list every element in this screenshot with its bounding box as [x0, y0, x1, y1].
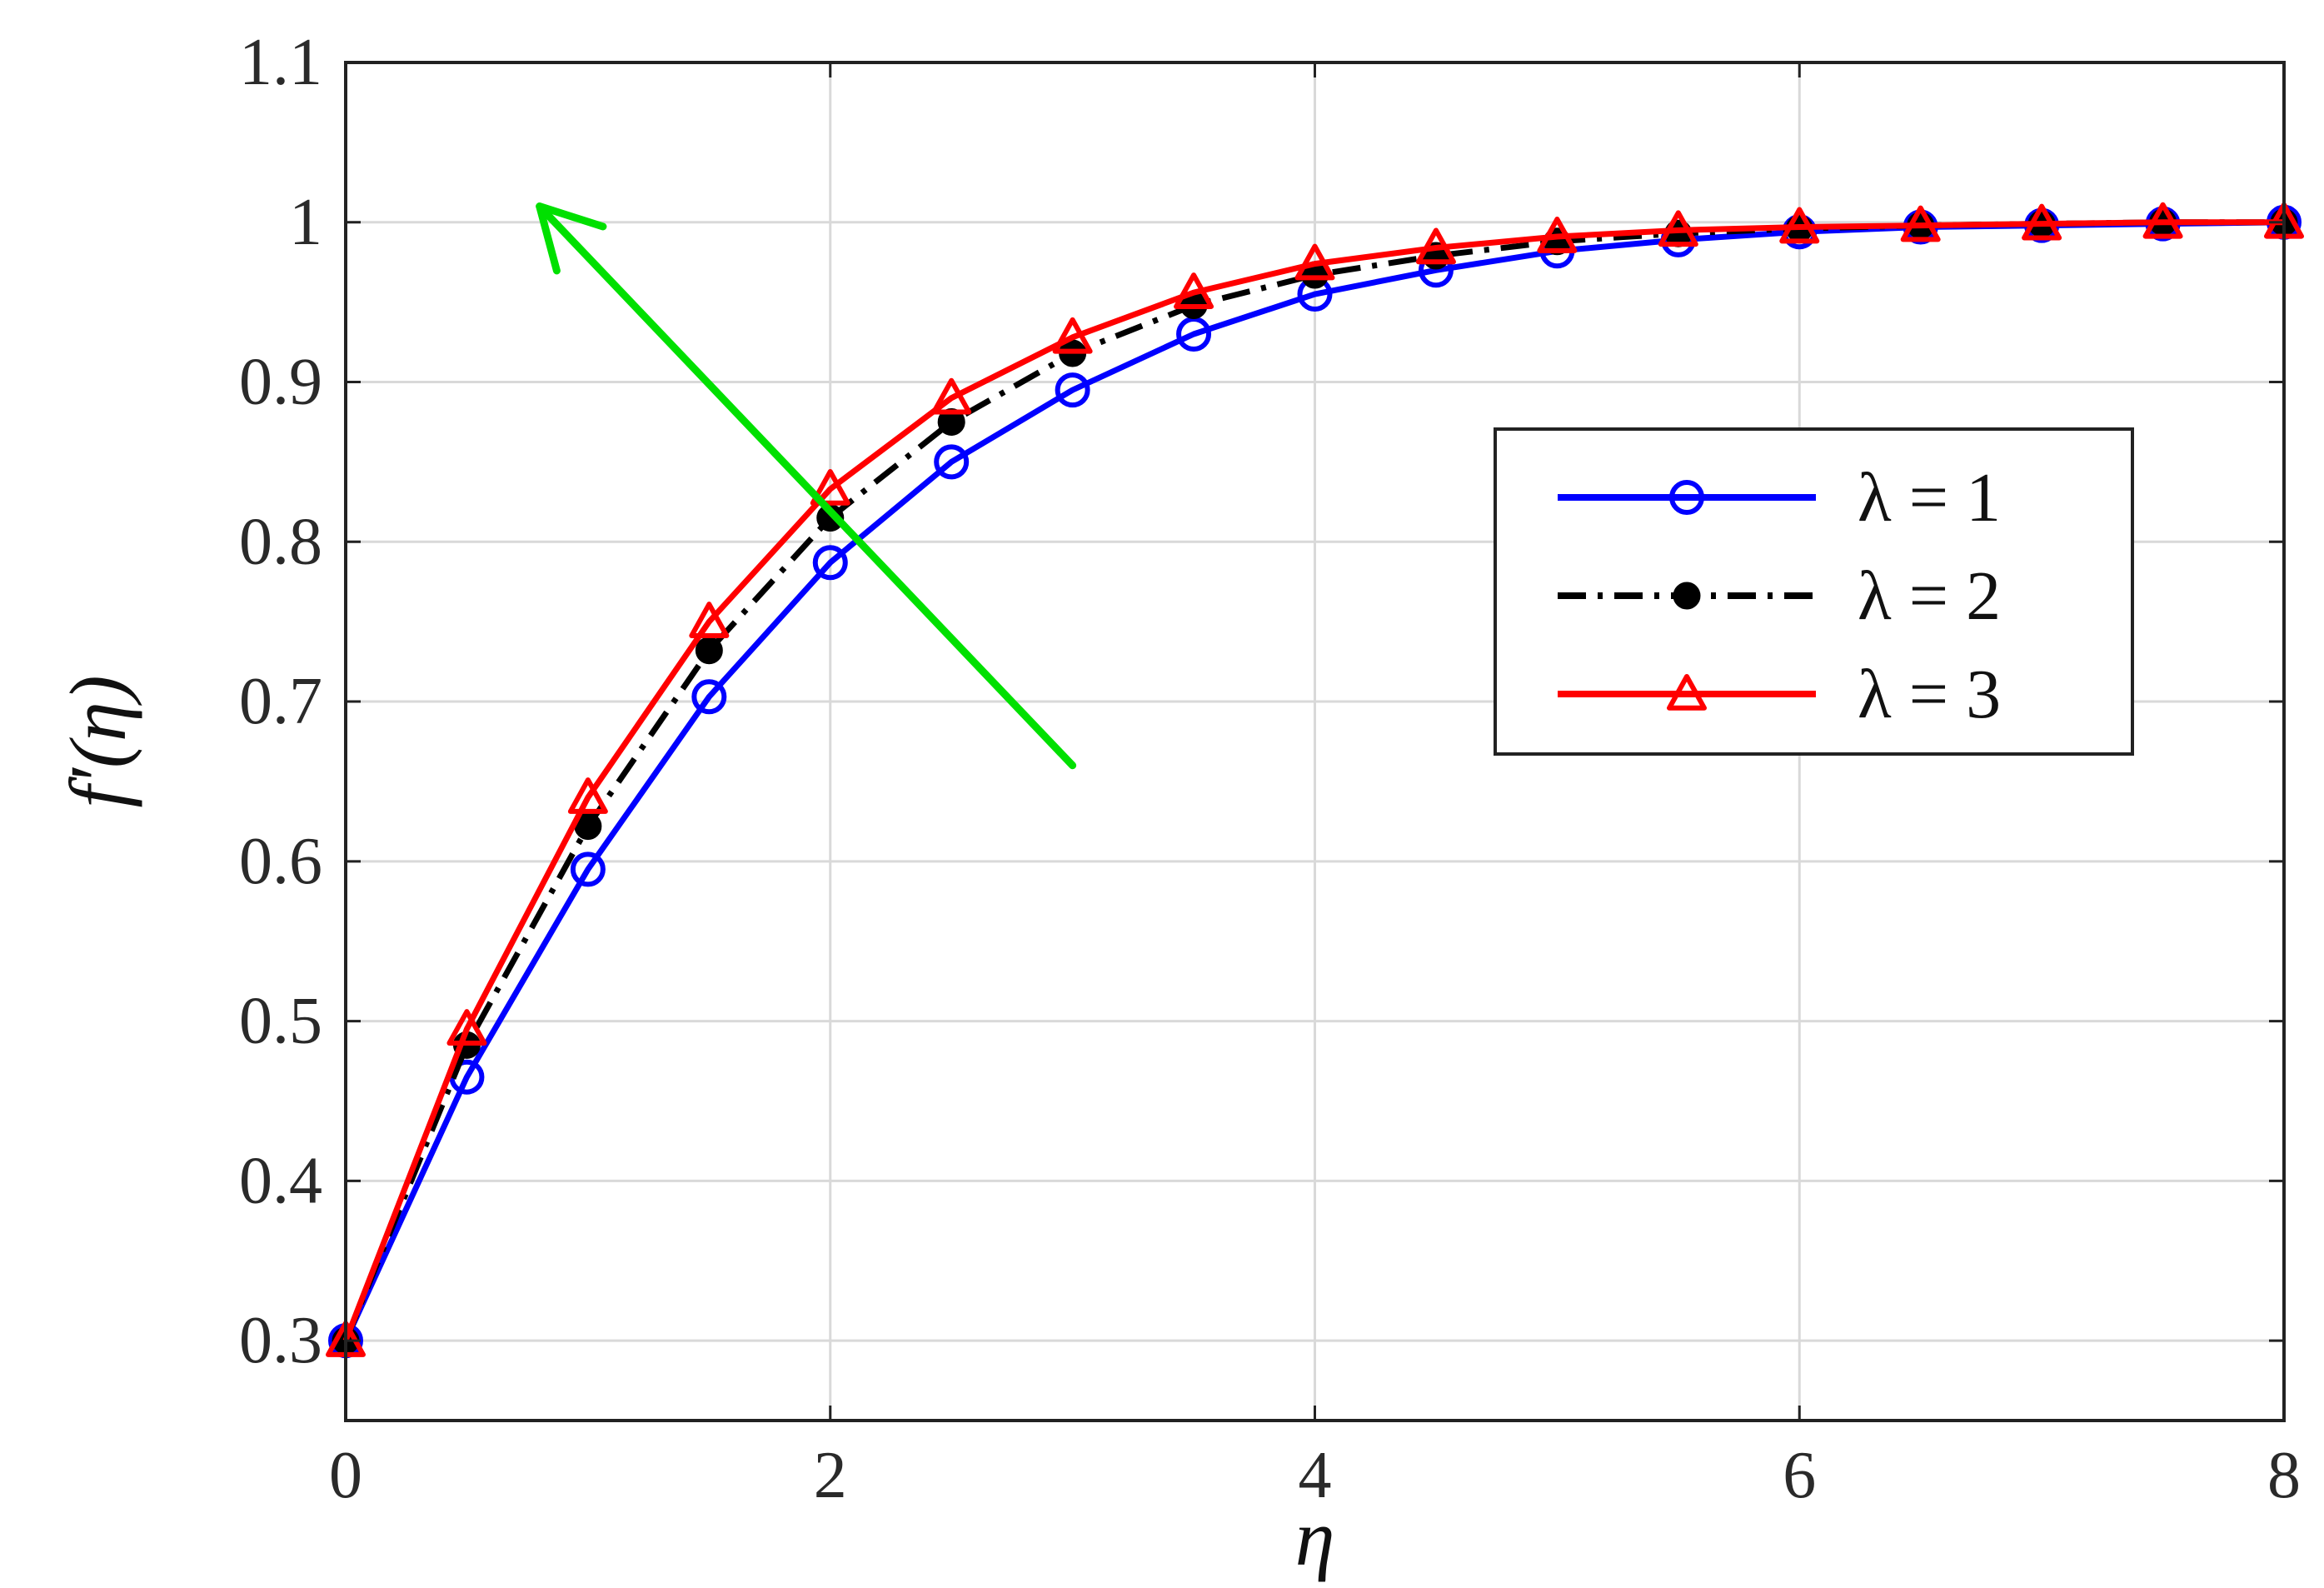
data-point	[446, 1009, 487, 1046]
legend-entry-2: λ = 2	[1558, 557, 2001, 635]
legend-label: λ = 3	[1858, 656, 2001, 733]
data-point	[1055, 372, 1090, 408]
data-point	[574, 812, 602, 841]
data-point	[689, 602, 730, 638]
x-tick-label: 2	[814, 1439, 847, 1512]
data-point	[812, 545, 848, 581]
data-point	[1779, 207, 1820, 244]
x-tick-label: 8	[2267, 1439, 2301, 1512]
tick-marks	[344, 61, 2286, 1421]
legend-box	[1494, 427, 2134, 756]
data-point	[1658, 210, 1698, 247]
y-tick-label: 0.7	[239, 665, 322, 738]
y-tick-label: 0.9	[239, 346, 322, 419]
data-point	[2022, 203, 2062, 241]
y-tick-label: 0.8	[239, 505, 322, 578]
data-point	[695, 637, 723, 665]
data-point	[1294, 243, 1335, 281]
y-tick-label: 1	[289, 186, 322, 259]
legend-entries: λ = 1 λ = 2 λ = 3	[1558, 459, 2001, 733]
y-axis-label: f′(η)	[53, 675, 142, 807]
data-point	[1174, 272, 1214, 309]
series-layer	[326, 202, 2304, 1359]
data-point	[810, 469, 850, 506]
data-point	[934, 444, 970, 480]
series-line	[342, 219, 2284, 1342]
x-tick-label: 6	[1783, 1439, 1816, 1512]
legend-marker	[1667, 674, 1707, 711]
y-tick-label: 1.1	[239, 26, 322, 99]
legend-entry-3: λ = 3	[1558, 656, 2001, 733]
data-point	[1415, 227, 1456, 265]
legend-marker	[1669, 480, 1704, 515]
legend-label: λ = 1	[1858, 459, 2001, 537]
data-point	[931, 377, 972, 415]
y-tick-label: 0.4	[239, 1144, 322, 1217]
series-3	[326, 202, 2304, 1357]
legend-label: λ = 2	[1858, 557, 2001, 635]
tick-labels: 0 2 4 6 8 0.3 0.4 0.5 0.6 0.7 0.8 0.9 1 1.1	[239, 26, 2301, 1512]
data-point	[691, 679, 727, 715]
y-tick-label: 0.6	[239, 825, 322, 898]
legend-marker	[1673, 582, 1701, 610]
data-point	[1537, 217, 1578, 253]
trend-arrow-shaft	[536, 202, 1077, 770]
y-tick-label: 0.3	[239, 1304, 322, 1377]
data-point	[1176, 317, 1212, 352]
data-point	[2142, 202, 2183, 239]
data-point	[567, 777, 608, 814]
x-tick-label: 4	[1299, 1439, 1332, 1512]
legend-entry-1: λ = 1	[1558, 459, 2001, 537]
legend: λ = 1 λ = 2 λ = 3	[1494, 427, 2134, 756]
y-tick-label: 0.5	[239, 985, 322, 1058]
data-point	[570, 851, 606, 887]
annotation-layer	[536, 202, 1077, 770]
trend-arrow-head	[536, 202, 607, 275]
data-point	[1900, 205, 1941, 242]
data-point	[1052, 317, 1093, 354]
x-tick-label: 0	[329, 1439, 362, 1512]
x-axis-label: η	[1295, 1493, 1335, 1582]
